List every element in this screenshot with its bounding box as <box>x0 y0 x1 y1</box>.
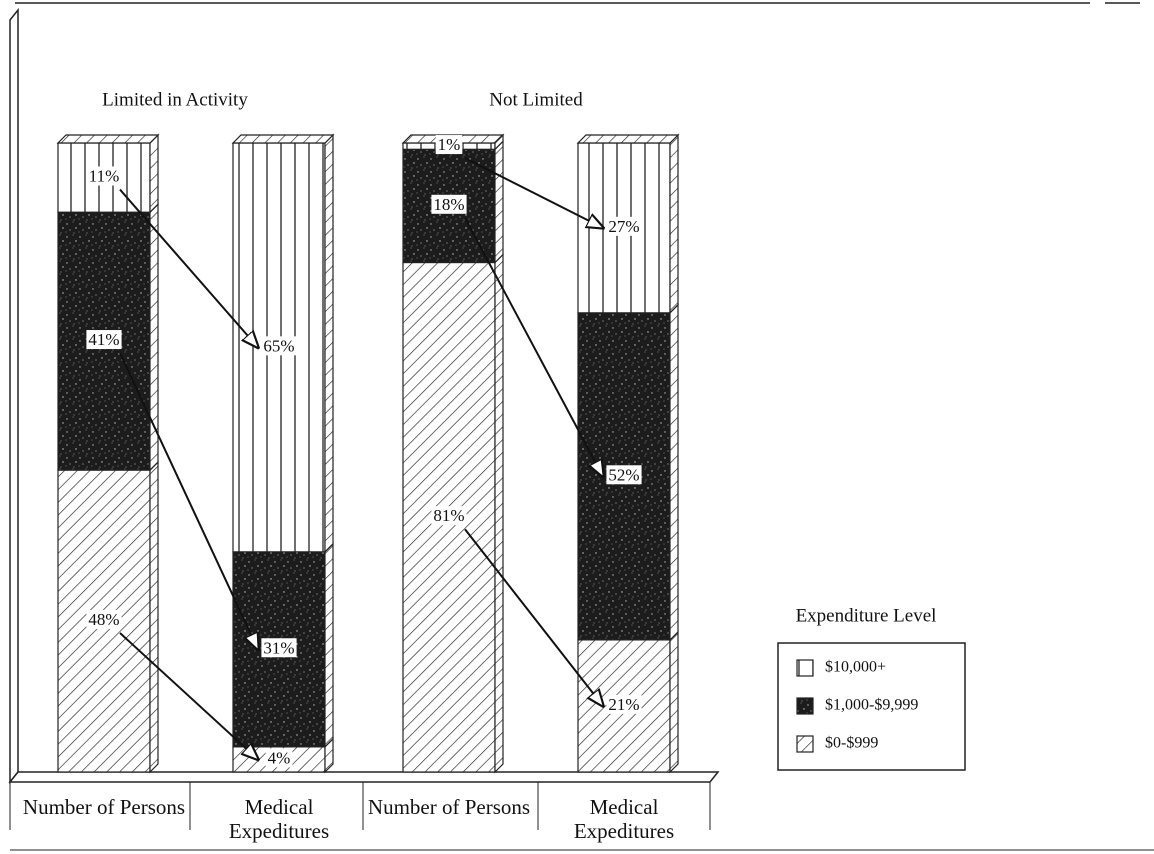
value-label: 18% <box>433 195 464 214</box>
value-label-bg <box>86 330 122 350</box>
arrow <box>464 217 603 476</box>
x-tick-label: Number of Persons <box>22 795 186 819</box>
bar-side <box>669 133 679 315</box>
x-tick-label: Number of Persons <box>367 795 531 819</box>
legend-label: $10,000+ <box>825 659 886 676</box>
value-label: 48% <box>88 610 119 629</box>
value-label-bg <box>606 465 642 485</box>
legend-swatch <box>796 697 814 715</box>
bar-side <box>324 133 334 554</box>
value-label: 65% <box>263 336 294 355</box>
value-label-bg <box>86 609 122 629</box>
bar-side <box>494 253 504 774</box>
value-label-bg <box>261 336 297 356</box>
bar-side <box>149 133 159 214</box>
back-wall <box>9 7 19 785</box>
group-label: Limited in Activity <box>102 89 248 110</box>
bar-side <box>149 460 159 774</box>
arrow <box>464 528 603 706</box>
value-label-bg <box>86 166 122 186</box>
bar-side <box>324 542 334 749</box>
x-tick-label: Medical Expeditures <box>228 795 330 843</box>
value-label: 4% <box>268 748 291 767</box>
group-label: Not Limited <box>489 89 583 110</box>
x-tick-label: Medical Expeditures <box>573 795 675 843</box>
value-label: 1% <box>438 135 461 154</box>
arrow <box>464 157 603 228</box>
value-label-bg <box>606 216 642 236</box>
bar-side <box>494 139 504 264</box>
arrow <box>119 632 258 759</box>
value-label: 81% <box>433 506 464 525</box>
value-label-bg <box>431 194 467 214</box>
arrow <box>119 188 258 348</box>
value-label: 52% <box>608 465 639 484</box>
bar-top <box>56 134 160 144</box>
floor <box>8 771 720 783</box>
value-label-bg <box>265 748 293 768</box>
value-label-bg <box>261 638 297 658</box>
legend-title: Expenditure Level <box>796 605 937 626</box>
value-label: 41% <box>88 330 119 349</box>
value-label-bg <box>431 506 467 526</box>
value-label: 11% <box>89 167 120 186</box>
legend-swatch <box>796 735 814 753</box>
legend-swatch <box>796 659 814 677</box>
value-label-bg <box>435 135 463 155</box>
bar-side <box>669 630 679 774</box>
value-label-bg <box>606 694 642 714</box>
legend-label: $1,000-$9,999 <box>825 697 918 714</box>
bar-side <box>669 303 679 642</box>
legend-label: $0-$999 <box>825 735 878 752</box>
bar-top <box>576 134 680 144</box>
bar-top <box>231 134 335 144</box>
arrow <box>119 352 258 649</box>
value-label: 31% <box>263 638 294 657</box>
value-label: 21% <box>608 695 639 714</box>
value-label: 27% <box>608 217 639 236</box>
